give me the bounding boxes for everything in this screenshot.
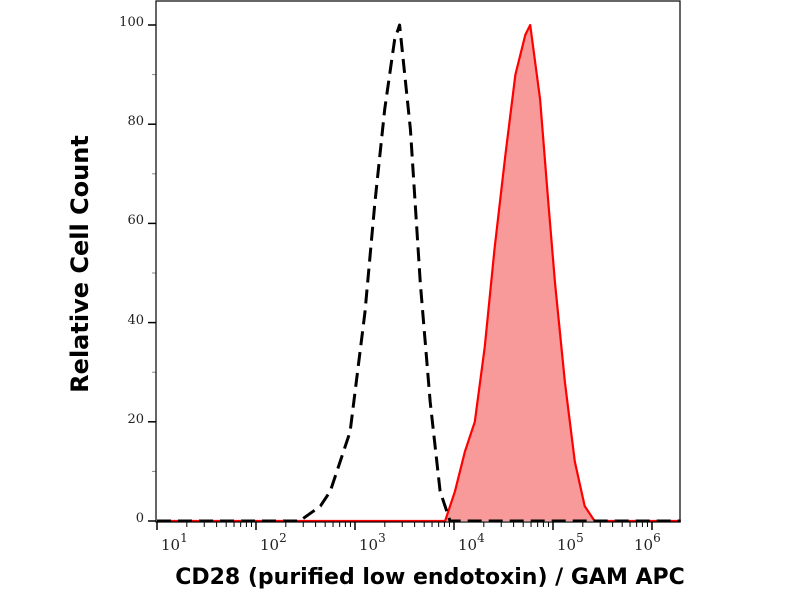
y-tick-label: 20: [127, 411, 144, 427]
y-tick-label: 80: [127, 114, 144, 130]
y-axis-label: Relative Cell Count: [66, 135, 94, 393]
x-tick-label: 106: [634, 531, 661, 554]
tick-base: 10: [359, 536, 379, 554]
y-tick-label: 40: [127, 312, 144, 328]
x-tick-label: 104: [458, 531, 485, 554]
y-tick-label: 0: [135, 511, 144, 526]
x-tick-label: 103: [359, 531, 386, 554]
tick-base: 10: [634, 536, 654, 554]
tick-exponent: 1: [180, 531, 188, 545]
x-tick-label: 101: [161, 531, 188, 554]
tick-exponent: 5: [576, 531, 584, 545]
series-fill-1: [157, 25, 681, 521]
tick-exponent: 4: [477, 531, 485, 545]
tick-base: 10: [161, 536, 181, 554]
y-tick-label: 60: [127, 213, 144, 229]
x-axis-label: CD28 (purified low endotoxin) / GAM APC: [175, 565, 685, 590]
tick-base: 10: [260, 536, 280, 554]
tick-exponent: 2: [279, 531, 287, 545]
x-tick-label: 102: [260, 531, 287, 554]
series-line-0: [157, 23, 681, 523]
series-line-1: [157, 23, 681, 523]
tick-base: 10: [458, 536, 478, 554]
tick-exponent: 6: [653, 531, 661, 545]
y-tick-label: 100: [119, 15, 144, 30]
plot-frame: [155, 0, 681, 523]
tick-exponent: 3: [378, 531, 386, 545]
tick-base: 10: [557, 536, 577, 554]
x-tick-label: 105: [557, 531, 584, 554]
